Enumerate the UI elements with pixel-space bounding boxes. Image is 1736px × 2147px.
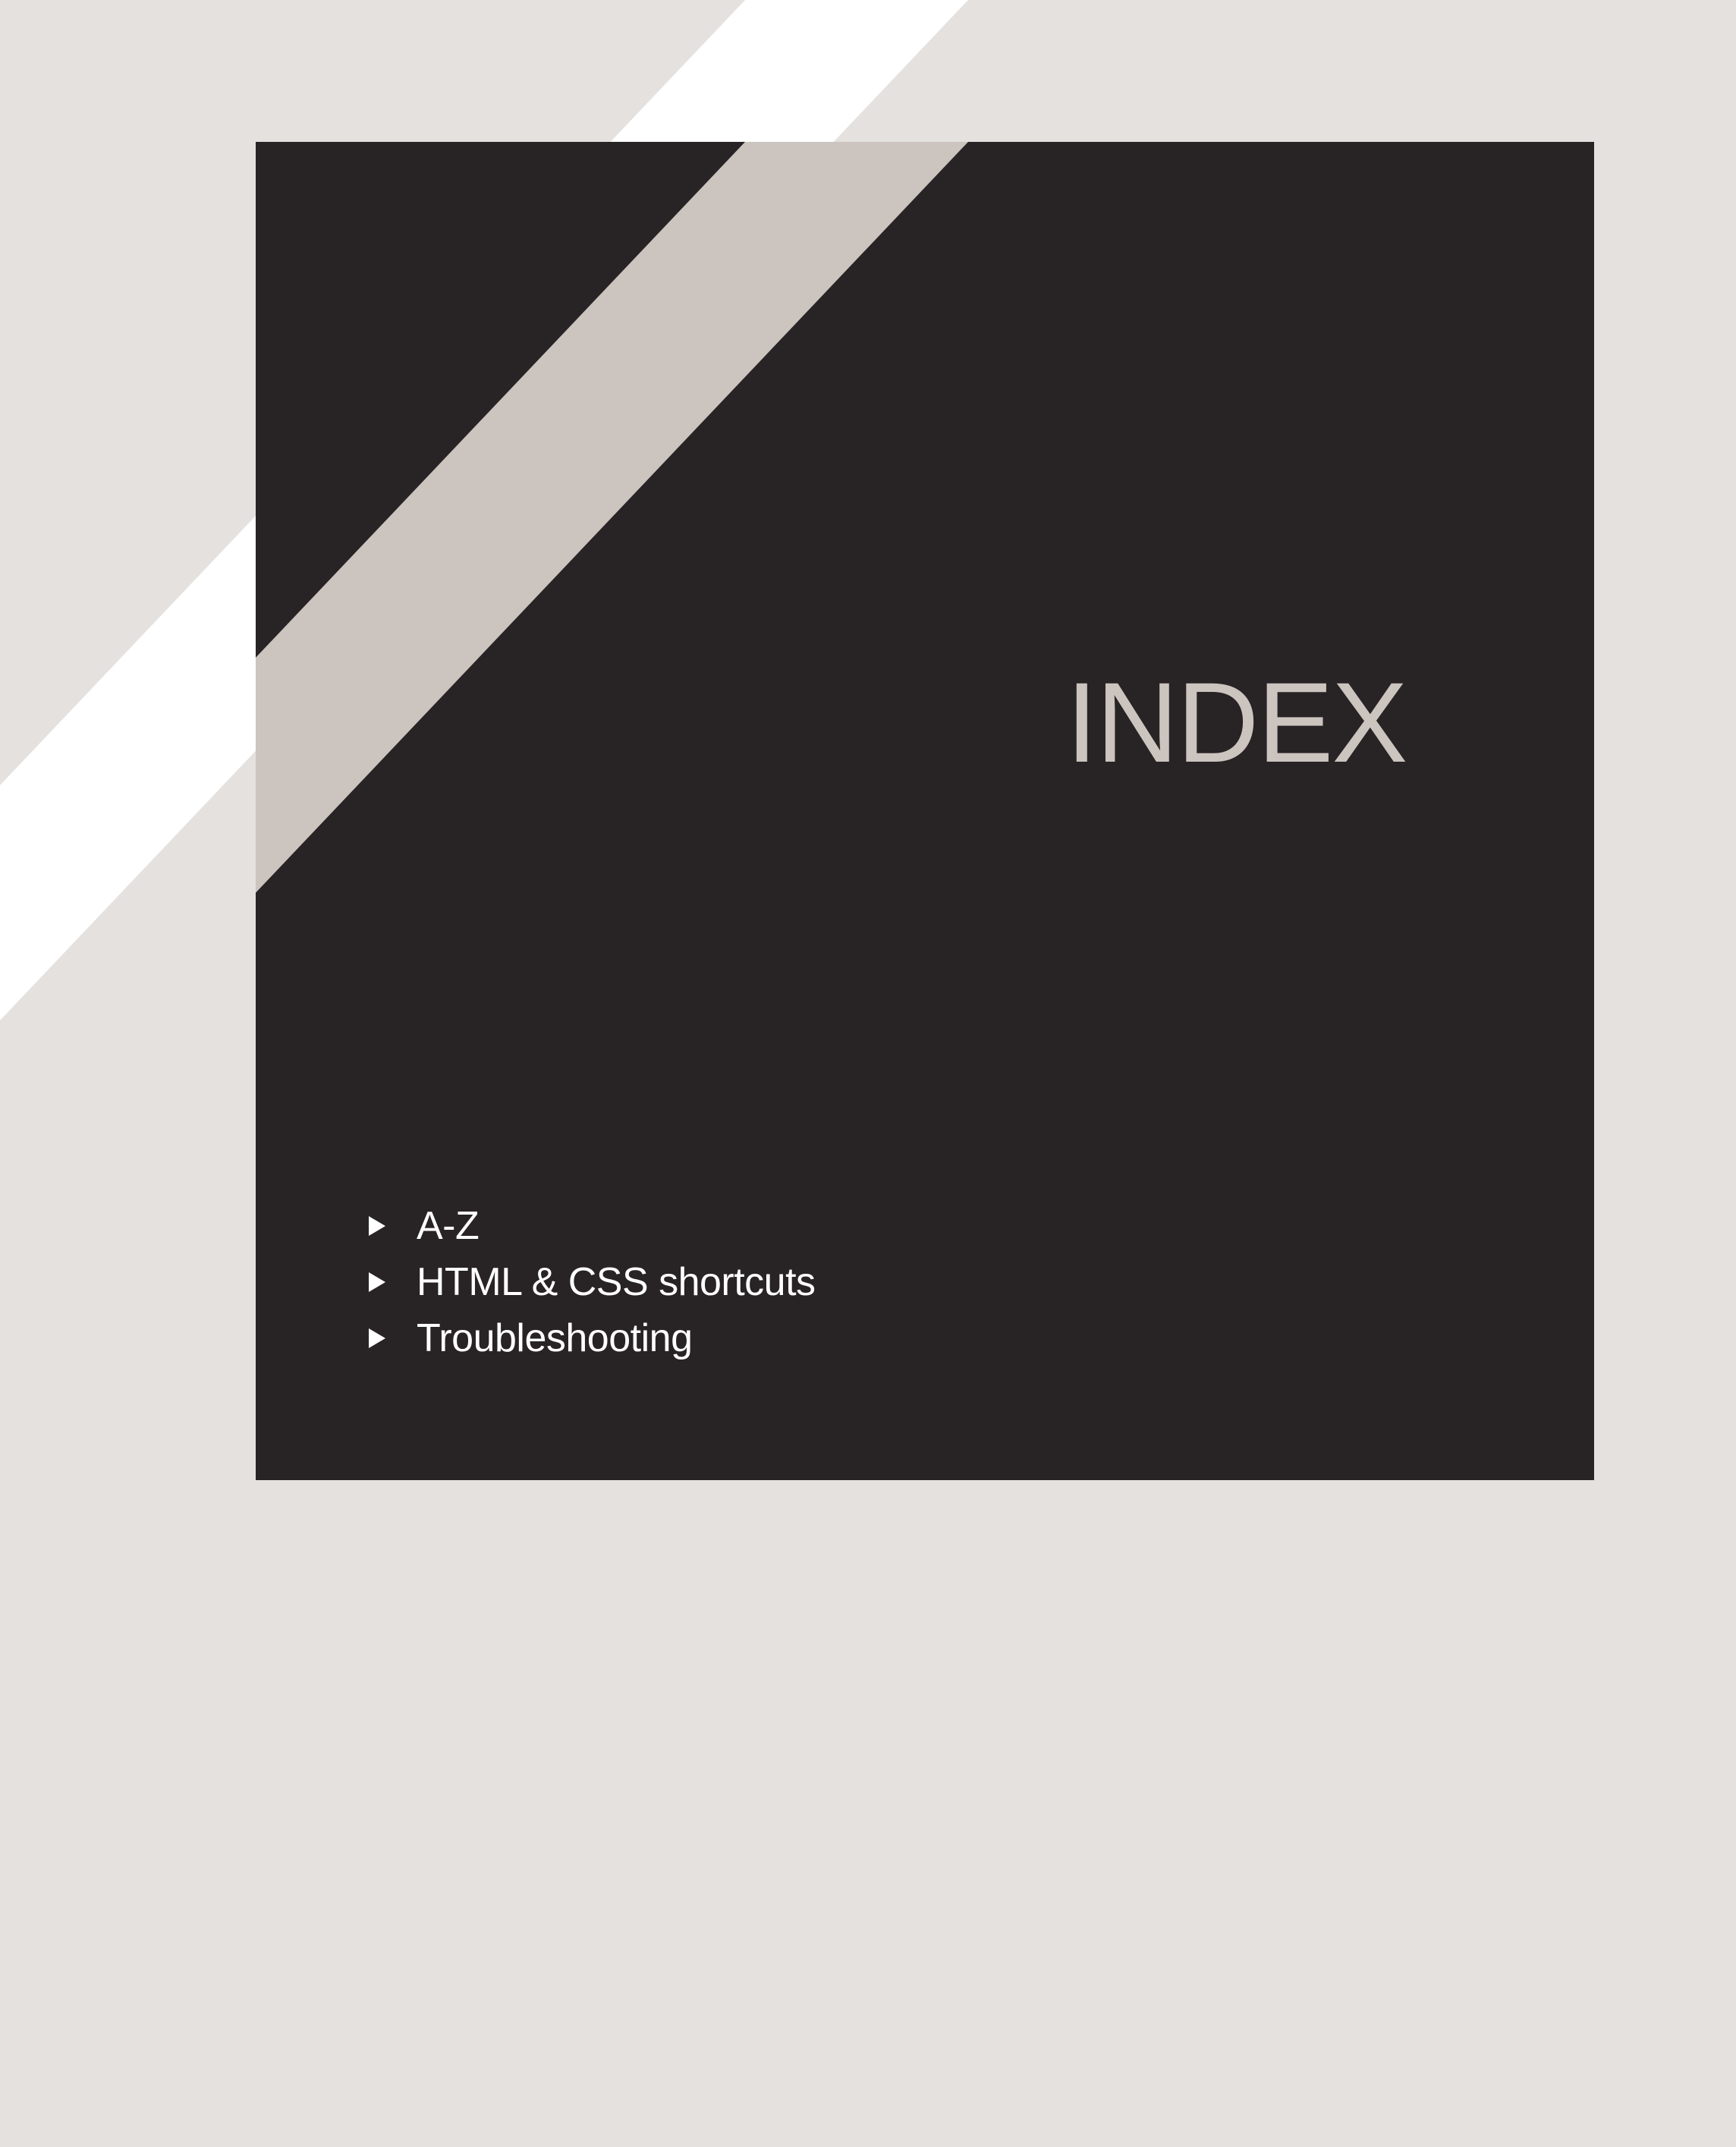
contents-item-label: A-Z [417,1204,480,1248]
contents-item-a-z[interactable]: A-Z [369,1198,816,1254]
contents-item-label: Troubleshooting [417,1316,693,1360]
index-panel: INDEX A-Z HTML & CSS shortcuts Troublesh… [256,142,1594,1480]
contents-item-html-css-shortcuts[interactable]: HTML & CSS shortcuts [369,1254,816,1310]
play-arrow-icon [369,1272,385,1292]
panel-stripe-shape [256,142,968,893]
contents-list: A-Z HTML & CSS shortcuts Troubleshooting [369,1198,816,1366]
play-arrow-icon [369,1328,385,1348]
page-title: INDEX [1066,659,1407,786]
play-arrow-icon [369,1216,385,1236]
contents-item-label: HTML & CSS shortcuts [417,1260,816,1304]
contents-item-troubleshooting[interactable]: Troubleshooting [369,1310,816,1366]
